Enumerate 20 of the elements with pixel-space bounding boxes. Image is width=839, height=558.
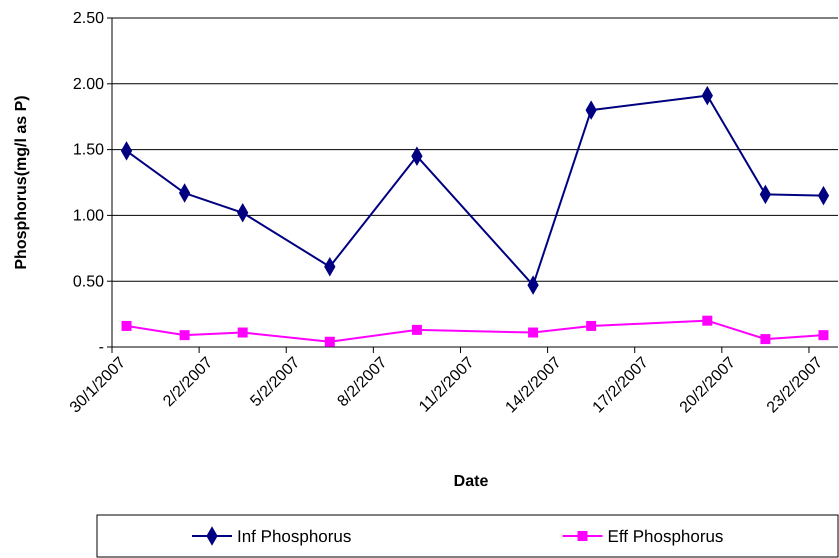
legend-label: Inf Phosphorus (237, 526, 352, 546)
point (586, 320, 596, 331)
point (760, 334, 770, 344)
point (324, 336, 335, 347)
point (180, 330, 190, 340)
y-tick-label: 2.50 (72, 10, 104, 28)
point (702, 316, 712, 326)
point (122, 320, 132, 331)
legend-label: Eff Phosphorus (608, 526, 724, 546)
y-tick-label: 1.50 (72, 142, 104, 159)
y-axis-title: Phosphorus(mg/l as P) (13, 95, 30, 270)
y-tick-label: - (98, 339, 104, 356)
y-tick-label: 1.00 (72, 208, 104, 225)
point (238, 328, 248, 338)
y-tick-label: 0.50 (72, 273, 104, 290)
point (818, 330, 828, 340)
y-tick-label: 2.00 (72, 76, 104, 93)
x-axis-title: Date (454, 473, 488, 490)
point (412, 324, 422, 335)
point (528, 328, 538, 338)
